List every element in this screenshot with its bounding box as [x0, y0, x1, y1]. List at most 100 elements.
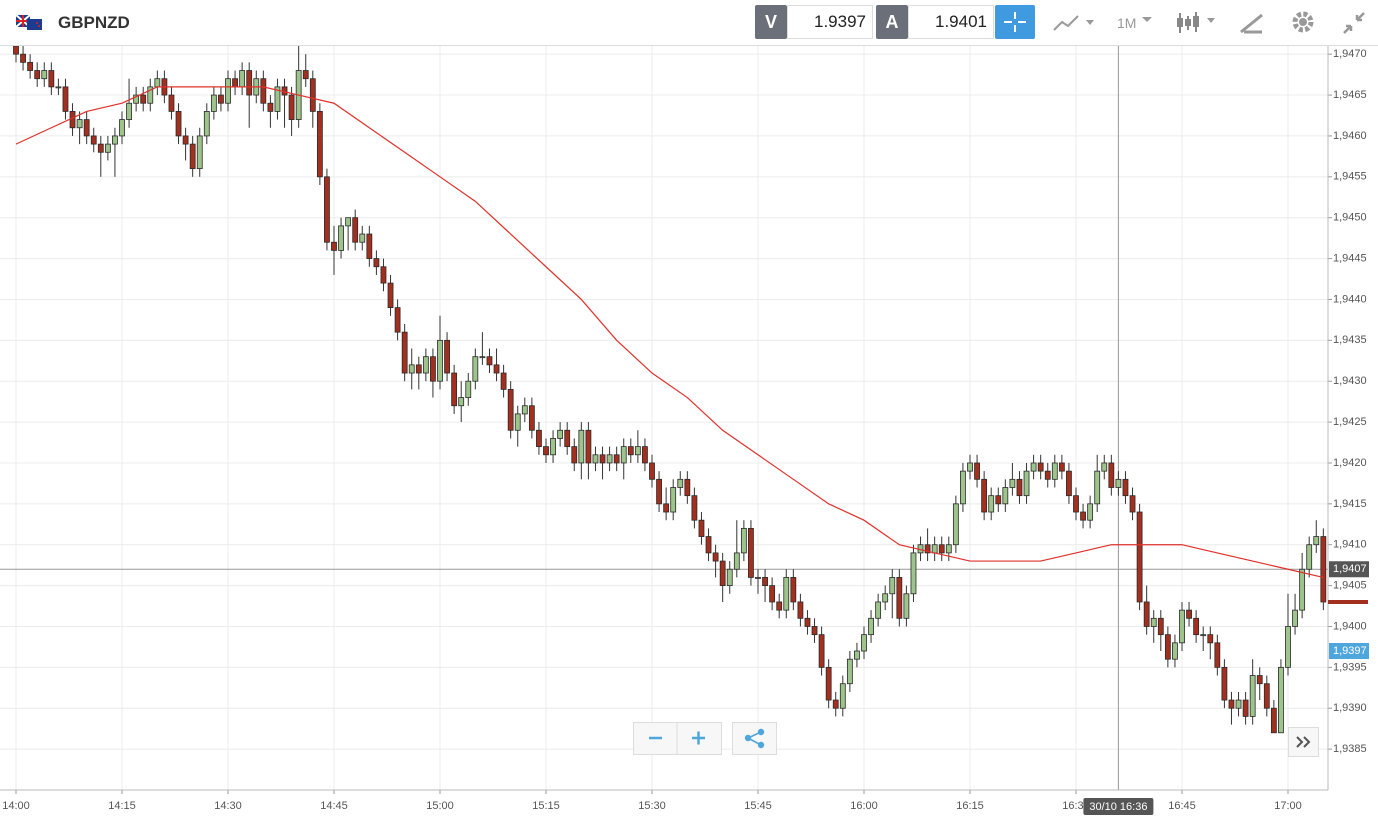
- candle-body: [246, 70, 253, 96]
- candle-button[interactable]: [1175, 10, 1221, 36]
- candle-body: [62, 86, 69, 112]
- candle-body: [1249, 675, 1256, 717]
- candle-body: [1285, 626, 1291, 668]
- candle-body: [613, 454, 620, 464]
- timeframe[interactable]: 1M: [1117, 15, 1137, 31]
- candle-body: [677, 478, 684, 488]
- zoom-in[interactable]: [692, 731, 705, 745]
- y-tick-label: 1,9425: [1333, 416, 1367, 428]
- candle-body: [1101, 462, 1108, 472]
- candle-body: [748, 527, 754, 578]
- candle-body: [1263, 683, 1270, 709]
- candle-body: [1087, 503, 1094, 521]
- candle-body: [394, 307, 401, 333]
- candle-body: [232, 78, 238, 88]
- drawing-button[interactable]: [1238, 10, 1266, 36]
- candle-body: [1073, 495, 1079, 513]
- candle-body: [1235, 699, 1242, 709]
- candle-body: [790, 577, 797, 603]
- candle-body: [302, 70, 309, 80]
- candle-body: [627, 446, 634, 456]
- candle-body: [585, 429, 592, 464]
- candle-body: [168, 94, 175, 112]
- symbol: GBPNZD: [58, 13, 130, 32]
- candle-body: [133, 94, 140, 104]
- chart-type-button[interactable]: [1052, 12, 1096, 34]
- candle-body: [486, 356, 493, 366]
- candle-body: [719, 560, 726, 587]
- candle-body: [1030, 462, 1037, 472]
- candle-body: [387, 282, 394, 309]
- candle-body: [981, 478, 988, 513]
- candle-body: [97, 143, 104, 153]
- candle-body: [663, 503, 670, 513]
- bid-price[interactable]: 1.9397: [787, 5, 873, 39]
- x-tick-label: 14:30: [214, 800, 242, 812]
- candle-body: [1200, 634, 1207, 637]
- candle-body: [27, 61, 34, 71]
- candle-body: [1299, 568, 1306, 611]
- candle-body: [415, 364, 422, 374]
- candle-body: [882, 593, 889, 603]
- candle-body: [776, 601, 783, 611]
- ask-price[interactable]: 1.9401: [908, 5, 994, 39]
- candle-body: [755, 577, 761, 579]
- candle-body: [430, 356, 436, 382]
- candle-body: [34, 70, 41, 80]
- candle-body: [76, 119, 83, 129]
- candle-body: [762, 577, 768, 587]
- settings-button[interactable]: [1290, 9, 1316, 35]
- x-tick-label: 14:00: [2, 800, 30, 812]
- candle-body: [924, 544, 931, 554]
- candle-body: [1150, 617, 1157, 627]
- candle-body: [1051, 462, 1058, 480]
- candle-body: [656, 478, 662, 505]
- candle-body: [13, 46, 19, 55]
- candle-body: [324, 176, 330, 243]
- y-tick-label: 1,9440: [1333, 293, 1367, 305]
- candle-body: [373, 258, 380, 268]
- moving-average: [15, 86, 1324, 579]
- candle-body: [931, 544, 938, 554]
- scroll-right-button[interactable]: [1288, 727, 1319, 757]
- candle-body: [1009, 478, 1016, 488]
- candle-body: [1292, 609, 1298, 627]
- candle-body: [571, 446, 578, 464]
- flag-icon: [16, 15, 42, 30]
- candle-body: [366, 233, 373, 259]
- share-button[interactable]: [744, 728, 765, 749]
- y-tick-label: 1,9410: [1333, 539, 1367, 551]
- candle-body: [1306, 544, 1313, 570]
- candle-body: [606, 454, 613, 464]
- expand-button[interactable]: [1340, 9, 1368, 37]
- bid-box: [1329, 643, 1369, 660]
- candle-body: [1186, 609, 1192, 619]
- crosshair-button[interactable]: [995, 5, 1035, 39]
- candle-body: [1193, 617, 1200, 636]
- y-tick-label: 1,9420: [1333, 457, 1367, 469]
- candle-body: [316, 111, 323, 178]
- candle-body: [875, 601, 882, 619]
- x-tick-label: 15:45: [744, 800, 772, 812]
- candle-body: [218, 94, 224, 104]
- candle-body: [995, 495, 1002, 505]
- candle-body: [451, 372, 458, 407]
- y-tick-label: 1,9415: [1333, 498, 1367, 510]
- candle-body: [210, 94, 217, 112]
- candle-body: [175, 111, 182, 137]
- candle-body: [811, 626, 818, 636]
- candle-body: [1256, 675, 1263, 685]
- candle-body: [649, 462, 655, 480]
- candle-body: [41, 70, 48, 80]
- candle-body: [1136, 511, 1143, 603]
- candle-body: [203, 111, 210, 137]
- y-tick-label: 1,9400: [1333, 620, 1367, 632]
- candle-body: [903, 593, 910, 619]
- zoom-controls: [633, 722, 777, 755]
- candle-body: [974, 462, 980, 480]
- candle-body: [1044, 470, 1051, 480]
- y-tick-label: 1,9390: [1333, 702, 1367, 714]
- candle-body: [196, 135, 203, 170]
- y-tick-label: 1,9470: [1333, 48, 1367, 60]
- candle-body: [1320, 536, 1327, 603]
